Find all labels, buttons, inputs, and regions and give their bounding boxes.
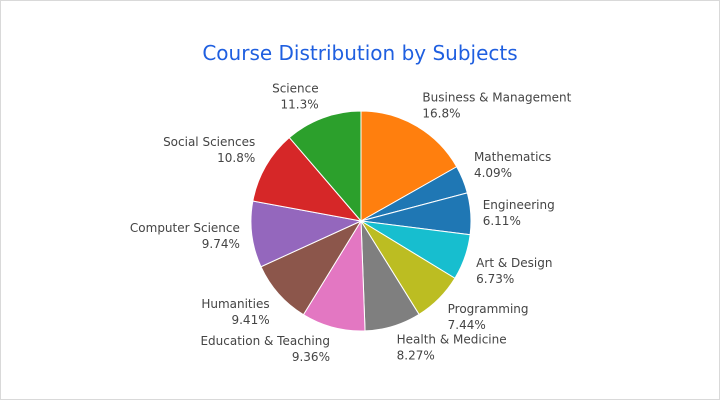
slice-percent-7: 9.41%: [231, 313, 269, 327]
pie-slice-0[interactable]: [360, 110, 458, 222]
slice-label-7: Humanities: [201, 297, 269, 311]
slice-label-9: Social Sciences: [163, 135, 255, 149]
slice-percent-4: 7.44%: [448, 318, 486, 332]
slice-label-6: Education & Teaching: [200, 334, 330, 348]
slice-percent-9: 10.8%: [217, 151, 255, 165]
slice-label-5: Health & Medicine: [397, 333, 507, 347]
slice-label-4: Programming: [448, 302, 529, 316]
slice-percent-8: 9.74%: [202, 237, 240, 251]
pie-slice-9[interactable]: [252, 136, 363, 222]
slice-percent-5: 8.27%: [397, 349, 435, 363]
slice-label-10: Science: [272, 82, 319, 96]
slice-label-3: Art & Design: [476, 256, 552, 270]
slice-label-2: Engineering: [483, 198, 555, 212]
pie-slice-10[interactable]: [288, 110, 362, 223]
chart-title: Course Distribution by Subjects: [202, 41, 518, 65]
slice-label-0: Business & Management: [422, 91, 571, 105]
slice-percent-10: 11.3%: [280, 98, 318, 112]
slice-percent-6: 9.36%: [292, 350, 330, 364]
slice-label-8: Computer Science: [130, 221, 240, 235]
slice-label-1: Mathematics: [474, 150, 551, 164]
slice-percent-3: 6.73%: [476, 272, 514, 286]
slice-percent-0: 16.8%: [422, 107, 460, 121]
slice-percent-2: 6.11%: [483, 214, 521, 228]
slice-percent-1: 4.09%: [474, 166, 512, 180]
